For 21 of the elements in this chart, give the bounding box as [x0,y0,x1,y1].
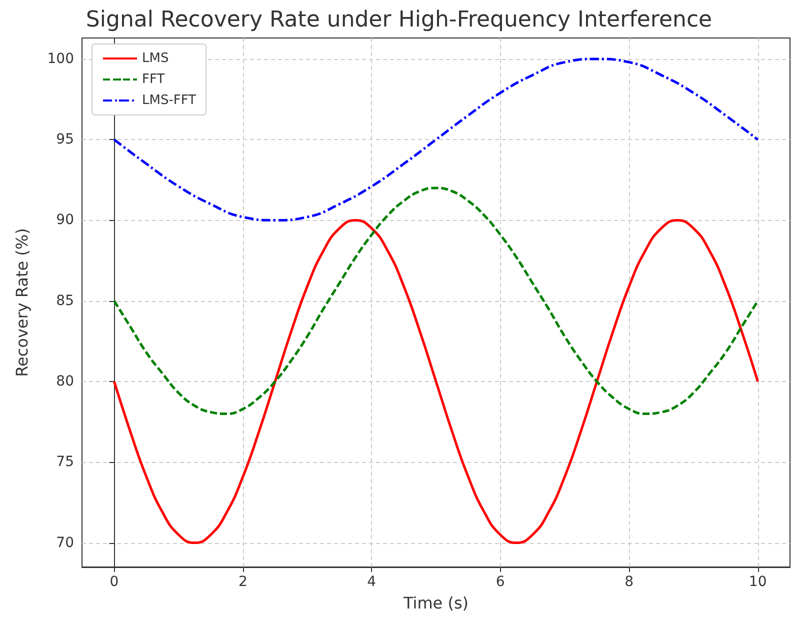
y-tick-label: 80 [56,374,74,390]
line-series [112,186,760,416]
y-tick-label: 100 [47,50,74,67]
legend-label: LMS-FFT [142,93,196,108]
x-tick-label: 0 [110,574,119,590]
x-tick-label: 8 [624,574,634,590]
y-tick-label: 75 [56,454,74,470]
x-tick-label: 4 [367,574,376,590]
y-tick-label: 95 [56,132,74,148]
x-tick-label: 6 [496,574,505,590]
y-tick-label: 85 [56,292,74,309]
legend-label: FFT [142,72,165,87]
x-axis-title: Time (s) [402,594,469,612]
line-series [112,218,760,544]
x-tick-label: 10 [748,574,767,590]
chart-title: Signal Recovery Rate under High-Frequency Interference [86,8,712,32]
y-tick-label: 90 [56,212,74,228]
legend-label: LMS [142,51,169,66]
x-tick-label: 2 [238,574,248,590]
y-tick-label: 70 [56,534,74,551]
y-axis-title: Recovery Rate (%) [12,228,32,377]
